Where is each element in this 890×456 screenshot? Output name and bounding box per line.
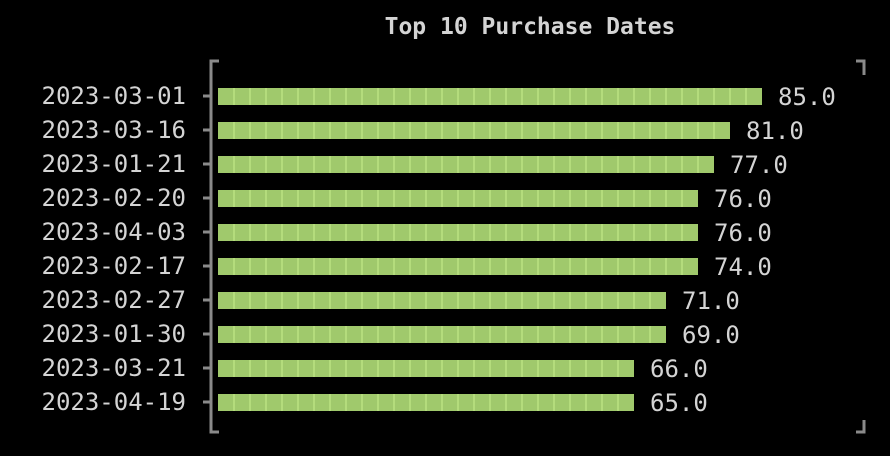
bar: 81.0 bbox=[218, 117, 804, 145]
bar: 76.0 bbox=[218, 219, 772, 247]
y-tick-label: 2023-04-19 bbox=[42, 388, 187, 416]
data-label: 76.0 bbox=[714, 185, 772, 213]
data-label: 69.0 bbox=[682, 321, 740, 349]
y-tick-label: 2023-02-17 bbox=[42, 252, 187, 280]
y-axis-line bbox=[209, 59, 219, 434]
data-label: 81.0 bbox=[746, 117, 804, 145]
chart-title: Top 10 Purchase Dates bbox=[385, 14, 676, 40]
bar: 77.0 bbox=[218, 151, 788, 179]
y-tick-label: 2023-02-27 bbox=[42, 286, 187, 314]
y-tick-label: 2023-03-16 bbox=[42, 116, 187, 144]
bar: 71.0 bbox=[218, 287, 740, 315]
data-label: 71.0 bbox=[682, 287, 740, 315]
bar: 69.0 bbox=[218, 321, 740, 349]
bar: 74.0 bbox=[218, 253, 772, 281]
data-label: 66.0 bbox=[650, 355, 708, 383]
y-tick-label: 2023-02-20 bbox=[42, 184, 187, 212]
bar: 85.0 bbox=[218, 83, 836, 111]
data-label: 76.0 bbox=[714, 219, 772, 247]
y-tick-label: 2023-04-03 bbox=[42, 218, 187, 246]
data-label: 74.0 bbox=[714, 253, 772, 281]
frame-top-right bbox=[856, 59, 866, 75]
bar: 66.0 bbox=[218, 355, 708, 383]
bar: 76.0 bbox=[218, 185, 772, 213]
frame-bottom-right bbox=[856, 420, 866, 434]
data-label: 77.0 bbox=[730, 151, 788, 179]
bar-rect bbox=[218, 156, 714, 173]
data-label: 65.0 bbox=[650, 389, 708, 417]
bars: 85.0 81.0 77.0 76.0 76.0 74.0 71.0 69.0 66.0 65.0 bbox=[218, 83, 836, 417]
bar: 65.0 bbox=[218, 389, 708, 417]
y-tick-label: 2023-01-30 bbox=[42, 320, 187, 348]
axes: 2023-03-01 2023-03-16 2023-01-21 2023-02-20… bbox=[42, 59, 866, 434]
y-tick-label: 2023-03-01 bbox=[42, 82, 187, 110]
y-tick-label: 2023-03-21 bbox=[42, 354, 187, 382]
data-label: 85.0 bbox=[778, 83, 836, 111]
y-tick-label: 2023-01-21 bbox=[42, 150, 187, 178]
